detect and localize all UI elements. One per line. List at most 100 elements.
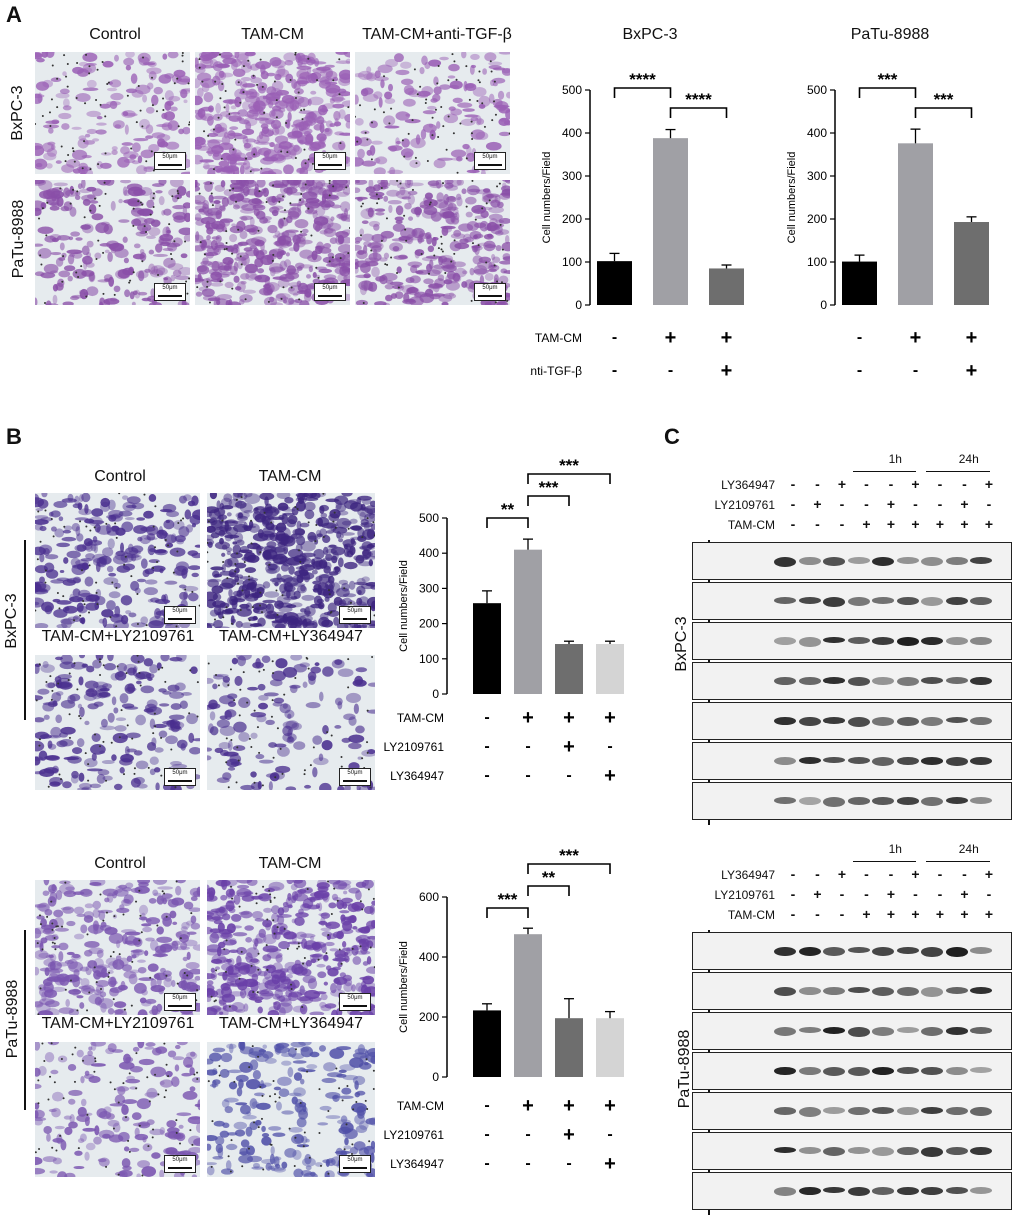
blot-band (847, 757, 870, 764)
condition-label: LY364947 (721, 868, 775, 882)
significance-label: *** (878, 70, 898, 89)
blot-band (798, 1107, 821, 1117)
col-header-anti-tgfb: TAM-CM+anti-TGF-β (362, 26, 512, 43)
blot-band (823, 717, 845, 724)
blot-band (823, 1147, 845, 1157)
blot-band (774, 1107, 796, 1115)
condition-label: TAM-CM (397, 1099, 444, 1113)
blot-band (847, 1067, 870, 1077)
scale-bar: 50μm (339, 606, 371, 624)
time-underline (852, 861, 916, 862)
y-tick-label: 400 (419, 950, 439, 964)
condition-mark: - (857, 362, 862, 379)
condition-mark: + (960, 496, 969, 512)
blot-band (774, 947, 796, 957)
blot-band (970, 1027, 992, 1034)
blot-band (896, 717, 919, 726)
time-underline (926, 471, 990, 472)
condition-mark: + (721, 360, 733, 382)
condition-mark: - (607, 738, 612, 755)
blot-strip (692, 582, 1012, 620)
condition-mark: + (563, 736, 575, 758)
blot-band (896, 637, 919, 646)
y-axis-label: Cell numbers/Field (398, 941, 410, 1033)
condition-mark: + (911, 516, 920, 532)
blot-band (921, 987, 943, 997)
blot-band (823, 757, 845, 764)
blot-band (823, 987, 845, 995)
blot-band (872, 757, 894, 766)
scale-bar: 50μm (339, 993, 371, 1011)
blot-band (872, 797, 894, 806)
y-tick-label: 300 (419, 581, 439, 595)
condition-mark: - (525, 738, 530, 755)
y-tick-label: 0 (432, 1070, 439, 1084)
bar-0 (473, 1010, 501, 1077)
bar-1 (898, 143, 933, 305)
condition-mark: - (612, 329, 617, 346)
scale-bar: 50μm (474, 152, 506, 170)
b-bracket-patu8988 (24, 930, 26, 1110)
blot-strip (692, 972, 1012, 1010)
blot-band (823, 1027, 845, 1034)
significance-label: *** (498, 890, 518, 909)
blot-strip (692, 1052, 1012, 1090)
blot-band (798, 1187, 821, 1196)
condition-mark: + (984, 866, 994, 882)
condition-mark: + (886, 516, 896, 532)
condition-mark: - (790, 496, 796, 512)
bar-0 (597, 261, 632, 305)
blot-band (823, 797, 845, 807)
scale-bar: 50μm (164, 768, 196, 786)
condition-mark: - (913, 496, 918, 512)
blot-band (945, 637, 968, 645)
blot-band (798, 637, 821, 647)
blot-strip (692, 542, 1012, 580)
blot-band (823, 597, 845, 607)
blot-band (921, 757, 943, 765)
blot-band (945, 1027, 968, 1035)
blot-band (847, 597, 870, 607)
blot-band (945, 717, 968, 724)
blot-band (921, 557, 943, 567)
b-header-tam-cm-bottom: TAM-CM (258, 855, 322, 872)
condition-label: TAM-CM (727, 908, 775, 922)
y-tick-label: 400 (807, 126, 827, 140)
condition-mark: + (604, 1153, 616, 1175)
blot-band (798, 987, 821, 995)
condition-mark: - (484, 1097, 489, 1114)
bar-0 (842, 261, 877, 305)
bar-chart-a-bxpc3: 0 100 200 300 400 500 Cell numbers/Field **** **… (530, 70, 744, 382)
condition-mark: + (813, 496, 822, 512)
condition-mark: - (913, 362, 918, 379)
micrograph-b-bxpc3-control: 50μm (35, 493, 200, 628)
blot-band (921, 1147, 943, 1157)
condition-mark: - (864, 866, 869, 882)
y-axis-label: Cell numbers/Field (541, 152, 553, 244)
blot-band (945, 1067, 968, 1075)
blot-band (970, 947, 992, 954)
condition-mark: - (839, 496, 845, 512)
b-label-ly364947-bottom: TAM-CM+LY364947 (207, 1015, 375, 1033)
micrograph-a-patu-anti-tgfb: 50μm (355, 180, 510, 305)
blot-band (847, 637, 870, 645)
blot-band (872, 1107, 894, 1114)
blot-band (798, 757, 821, 764)
condition-mark: - (937, 496, 943, 512)
blot-band (896, 597, 919, 606)
chart-title-patu8988: PaTu-8988 (850, 26, 930, 43)
condition-mark: - (790, 906, 796, 922)
blot-band (872, 717, 894, 726)
y-tick-label: 500 (807, 83, 827, 97)
scale-bar: 50μm (164, 606, 196, 624)
condition-mark: + (862, 906, 871, 922)
scale-bar: 50μm (154, 152, 186, 170)
condition-mark: + (813, 886, 822, 902)
significance-label: **** (685, 90, 712, 109)
blot-band (970, 987, 992, 994)
blot-band (847, 1027, 870, 1037)
significance-label: *** (934, 90, 954, 109)
panel-c-letter: C (664, 424, 680, 449)
blot-strip (692, 702, 1012, 740)
y-tick-label: 300 (562, 169, 582, 183)
